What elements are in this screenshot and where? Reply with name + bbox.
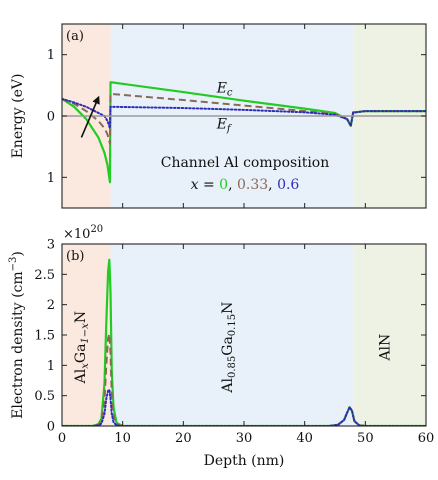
y-tick-label: 1.5: [34, 329, 55, 344]
y-tick-label: 1: [47, 48, 55, 63]
x-tick-label: 30: [236, 431, 253, 446]
region-label-part: x: [80, 363, 91, 369]
legend-separator: ,: [228, 177, 237, 193]
scale-base: ×10: [63, 227, 90, 242]
ec-label: Ec: [216, 81, 233, 99]
panel-label: (b): [66, 249, 84, 264]
annotation-sub: c: [227, 88, 233, 99]
legend-values: x = 0, 0.33, 0.6: [191, 177, 300, 193]
y-axis-title: Electron density (cm−3): [8, 251, 26, 419]
y-tick-label: 0: [47, 110, 55, 125]
y-axis-title-main: Electron density (cm: [10, 271, 26, 419]
ef-label: Ef: [216, 116, 233, 134]
region-label-part: 0.15: [227, 314, 238, 336]
y-axis-title: Energy (eV): [10, 74, 26, 159]
series-group: [62, 81, 426, 184]
y-tick-label: 1: [47, 359, 55, 374]
composition-arrow: [80, 95, 100, 138]
y-scale-multiplier: ×1020: [63, 224, 103, 242]
region-label-part: N: [73, 311, 89, 323]
region-label-1: Al0.85Ga0.15N: [220, 302, 238, 394]
y-tick-label: 0: [47, 420, 55, 435]
y-tick-label: 2: [47, 298, 55, 313]
x-axis-title: Depth (nm): [204, 453, 285, 469]
region-label-part: Ga: [73, 344, 89, 364]
region-label-part: Al: [73, 368, 89, 384]
region-label-0: AlxGa1−xN: [73, 311, 91, 384]
annotation-main: E: [216, 116, 227, 132]
y-tick-label: 0.5: [34, 389, 55, 404]
y-tick-label: 2.5: [34, 268, 55, 283]
legend-separator: ,: [268, 177, 277, 193]
region-band-1: [110, 244, 354, 426]
series-line-2: [62, 97, 426, 130]
region-label-part: N: [220, 302, 236, 314]
annotation-main: E: [216, 81, 227, 97]
y-tick-label: 3: [47, 238, 55, 253]
region-label-part: AlN: [378, 334, 394, 362]
x-tick-label: 10: [114, 431, 131, 446]
legend-value-0: 0: [219, 177, 228, 193]
x-tick-label: 40: [296, 431, 313, 446]
y-axis-title-sup: −3: [8, 257, 19, 272]
region-label-part: 1−x: [80, 323, 91, 344]
region-band-2: [353, 244, 426, 426]
region-label-part: 0.85: [227, 356, 238, 378]
region-label-part: Al: [220, 377, 236, 393]
panel-label: (a): [66, 29, 84, 44]
region-label-part: Ga: [220, 336, 236, 356]
region-label-2: AlN: [378, 334, 394, 362]
y-axis-title-end: ): [10, 251, 26, 256]
legend-value-1: 0.33: [237, 177, 268, 193]
x-tick-label: 60: [418, 431, 435, 446]
legend-value-2: 0.6: [277, 177, 299, 193]
x-tick-label: 0: [58, 431, 66, 446]
x-tick-label: 20: [175, 431, 192, 446]
panel-b-electron-density-plot: 00.511.522.530 10 20 30 40 50 60(b)Electron de…: [8, 224, 434, 469]
legend-title: Channel Al composition: [161, 155, 330, 171]
x-tick-label: 50: [357, 431, 374, 446]
annotation-sub: f: [226, 123, 233, 134]
scale-exponent: 20: [90, 224, 103, 235]
y-tick-label: 1: [47, 171, 55, 186]
legend-prefix: x =: [191, 177, 220, 193]
